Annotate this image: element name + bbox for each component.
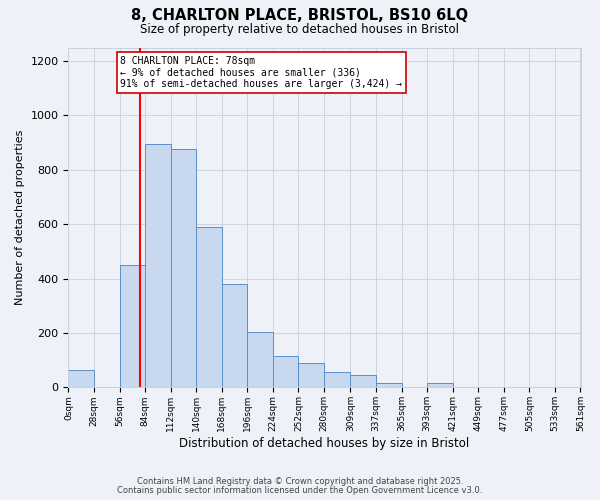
Text: 8, CHARLTON PLACE, BRISTOL, BS10 6LQ: 8, CHARLTON PLACE, BRISTOL, BS10 6LQ bbox=[131, 8, 469, 22]
Text: Contains HM Land Registry data © Crown copyright and database right 2025.: Contains HM Land Registry data © Crown c… bbox=[137, 477, 463, 486]
Bar bbox=[273, 356, 298, 388]
Bar bbox=[427, 384, 453, 388]
Bar bbox=[222, 284, 247, 388]
Text: Contains public sector information licensed under the Open Government Licence v3: Contains public sector information licen… bbox=[118, 486, 482, 495]
Bar bbox=[68, 370, 94, 388]
X-axis label: Distribution of detached houses by size in Bristol: Distribution of detached houses by size … bbox=[179, 437, 470, 450]
Bar bbox=[324, 372, 350, 388]
Y-axis label: Number of detached properties: Number of detached properties bbox=[15, 130, 25, 305]
Bar bbox=[350, 375, 376, 388]
Bar bbox=[145, 144, 170, 388]
Bar bbox=[196, 227, 222, 388]
Bar bbox=[170, 150, 196, 388]
Bar bbox=[376, 384, 401, 388]
Text: Size of property relative to detached houses in Bristol: Size of property relative to detached ho… bbox=[140, 22, 460, 36]
Bar bbox=[247, 332, 273, 388]
Text: 8 CHARLTON PLACE: 78sqm
← 9% of detached houses are smaller (336)
91% of semi-de: 8 CHARLTON PLACE: 78sqm ← 9% of detached… bbox=[121, 56, 403, 89]
Bar bbox=[298, 363, 324, 388]
Bar bbox=[119, 265, 145, 388]
